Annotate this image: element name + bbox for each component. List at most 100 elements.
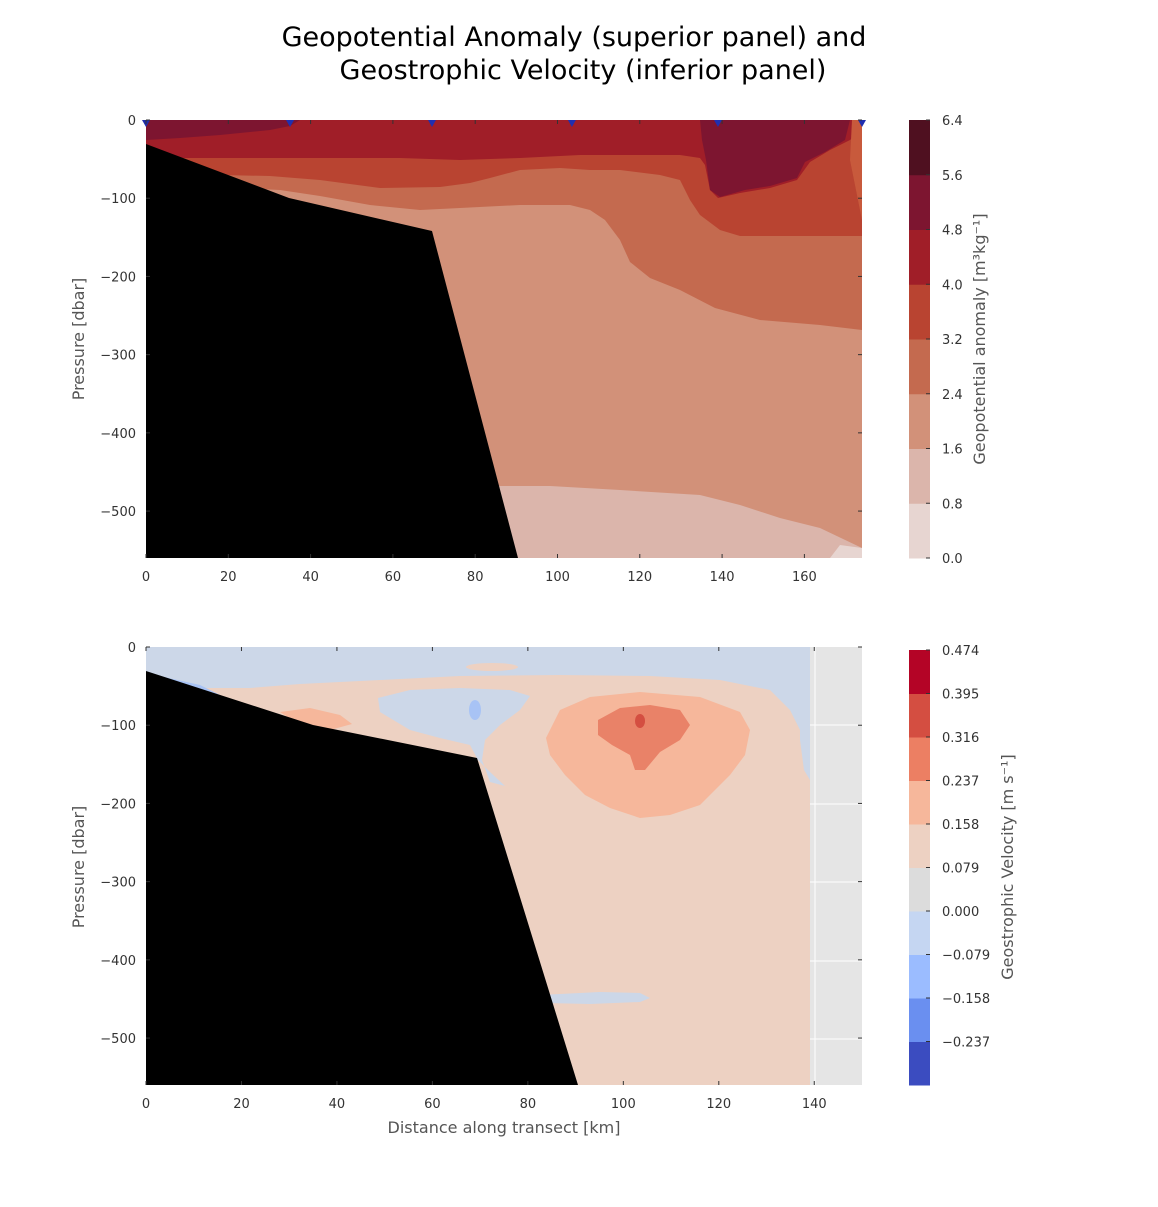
- station-marker: [713, 120, 722, 127]
- velocity-colorbar-tick-label: 0.474: [942, 644, 979, 659]
- geopot-y-tick-label: −200: [100, 270, 136, 285]
- geopot-bathymetry: [146, 144, 518, 558]
- figure-title-line-2: Geostrophic Velocity (inferior panel): [340, 55, 827, 86]
- velocity-bathymetry: [146, 671, 578, 1085]
- velocity-colorbar-swatch: [909, 650, 930, 694]
- velocity-core-negative: [469, 700, 481, 720]
- geopot-y-tick-label: −100: [100, 192, 136, 207]
- geopot-x-tick-label: 140: [710, 570, 735, 585]
- geopot-y-tick-label: −400: [100, 427, 136, 442]
- velocity-core: [635, 714, 645, 728]
- geopot-colorbar-tick-label: 0.0: [942, 552, 963, 567]
- velocity-colorbar-swatch: [909, 867, 930, 912]
- geopot-x-tick-label: 40: [302, 570, 319, 585]
- velocity-colorbar: 0.474 0.395 0.316 0.237 0.158 0.079 0.000 −0.07…: [909, 644, 1017, 1086]
- geopot-x-tick-label: 20: [220, 570, 237, 585]
- velocity-surface-patch: [466, 663, 518, 671]
- velocity-x-axis: 0 20 40 60 80 100 120 140: [142, 647, 827, 1112]
- geopot-colorbar-swatch: [909, 393, 930, 449]
- geopot-colorbar-tick-label: 0.8: [942, 497, 963, 512]
- velocity-band-0.158-0.237-left: [280, 708, 352, 730]
- figure-title-line-1: Geopotential Anomaly (superior panel) an…: [282, 22, 867, 53]
- velocity-colorbar-tick-label: 0.000: [942, 905, 979, 920]
- velocity-x-tick-label: 0: [142, 1097, 150, 1112]
- geopot-y-tick-label: 0: [128, 114, 136, 129]
- velocity-y-tick-label: −500: [100, 1032, 136, 1047]
- geopot-colorbar-tick-label: 4.8: [942, 224, 963, 239]
- velocity-band-0.0-0.079-edge: [800, 690, 810, 780]
- velocity-x-tick-label: 120: [706, 1097, 731, 1112]
- velocity-y-tick-label: −200: [100, 797, 136, 812]
- velocity-x-tick-label: 60: [424, 1097, 441, 1112]
- velocity-negative-lens: [378, 688, 530, 786]
- velocity-colorbar-tick-label: 0.158: [942, 818, 979, 833]
- velocity-colorbar-swatch: [909, 737, 930, 781]
- velocity-x-tick-label: 80: [520, 1097, 537, 1112]
- geopot-colorbar-swatch: [909, 229, 930, 285]
- velocity-colorbar-swatch: [909, 824, 930, 868]
- velocity-colorbar-tick-label: 0.316: [942, 731, 979, 746]
- geopot-x-axis: 0 20 40 60 80 100 120 140 160: [142, 120, 817, 585]
- geopot-x-tick-label: 100: [545, 570, 570, 585]
- geopot-x-tick-label: 0: [142, 570, 150, 585]
- velocity-band-0.237-0.316: [598, 705, 690, 770]
- geopot-edge-band: [850, 120, 862, 220]
- velocity-x-tick-label: 20: [233, 1097, 250, 1112]
- geopot-band-0.0-0.8: [830, 545, 862, 558]
- geopot-colorbar-tick-label: 3.2: [942, 333, 963, 348]
- geopot-band-4.8-5.6-right: [700, 120, 850, 197]
- geopot-colorbar-label: Geopotential anomaly [m³kg⁻¹]: [970, 213, 989, 464]
- geopot-x-tick-label: 160: [792, 570, 817, 585]
- velocity-x-axis-label: Distance along transect [km]: [388, 1118, 621, 1137]
- velocity-colorbar-label: Geostrophic Velocity [m s⁻¹]: [998, 754, 1017, 979]
- geopot-colorbar: 6.4 5.6 4.8 4.0 3.2 2.4 1.6 0.8 0.0 Geopotential…: [909, 114, 989, 567]
- velocity-panel: 0 20 40 60 80 100 120 140 0 −100 −200 −300 −400 −500…: [69, 641, 862, 1137]
- velocity-y-axis-label: Pressure [dbar]: [69, 806, 88, 929]
- geopotential-panel: 0 20 40 60 80 100 120 140 160 0 −100 −200 −300 −400 −…: [69, 114, 866, 585]
- velocity-x-tick-label: 40: [329, 1097, 346, 1112]
- geopotential-field: [146, 120, 862, 558]
- velocity-colorbar-swatch: [909, 780, 930, 825]
- geopot-colorbar-tick-label: 4.0: [942, 278, 963, 293]
- velocity-colorbar-tick-label: −0.237: [942, 1036, 990, 1051]
- geopot-colorbar-swatch: [909, 174, 930, 230]
- station-marker: [427, 120, 436, 127]
- station-marker: [567, 120, 576, 127]
- velocity-colorbar-tick-label: −0.079: [942, 949, 990, 964]
- velocity-y-tick-label: 0: [128, 641, 136, 656]
- geopot-colorbar-swatch: [909, 284, 930, 340]
- geopot-x-tick-label: 120: [627, 570, 652, 585]
- velocity-colorbar-tick-label: 0.395: [942, 688, 979, 703]
- velocity-colorbar-swatch: [909, 1041, 930, 1086]
- velocity-colorbar-swatch: [909, 693, 930, 738]
- geopot-y-tick-label: −300: [100, 349, 136, 364]
- geopot-y-axis-label: Pressure [dbar]: [69, 278, 88, 401]
- geopot-colorbar-tick-label: 6.4: [942, 114, 963, 129]
- geopot-y-axis: 0 −100 −200 −300 −400 −500: [100, 114, 862, 520]
- velocity-colorbar-swatch: [909, 954, 930, 999]
- velocity-colorbar-swatch: [909, 911, 930, 955]
- geopot-band-4.8-5.6-left: [146, 120, 300, 140]
- geopot-x-tick-label: 80: [467, 570, 484, 585]
- velocity-colorbar-tick-label: 0.079: [942, 862, 979, 877]
- geopot-colorbar-swatch: [909, 339, 930, 395]
- geopot-colorbar-tick-label: 1.6: [942, 443, 963, 458]
- geopot-colorbar-tick-label: 5.6: [942, 169, 963, 184]
- geopot-colorbar-swatch: [909, 120, 930, 176]
- geopot-colorbar-swatch: [909, 503, 930, 559]
- velocity-x-tick-label: 100: [611, 1097, 636, 1112]
- geopot-x-tick-label: 60: [385, 570, 402, 585]
- geopot-colorbar-swatch: [909, 448, 930, 504]
- geopot-colorbar-tick-label: 2.4: [942, 388, 963, 403]
- geopot-band-4.0-4.8: [146, 120, 862, 198]
- geopot-y-tick-label: −500: [100, 505, 136, 520]
- velocity-y-tick-label: −400: [100, 954, 136, 969]
- station-marker: [286, 120, 295, 127]
- velocity-y-tick-label: −300: [100, 876, 136, 891]
- velocity-band-0.0-0.079-surface: [146, 647, 810, 750]
- velocity-colorbar-swatch: [909, 998, 930, 1042]
- velocity-deep-streak: [540, 992, 650, 1004]
- velocity-colorbar-tick-label: −0.158: [942, 992, 990, 1007]
- velocity-field: [146, 647, 862, 1085]
